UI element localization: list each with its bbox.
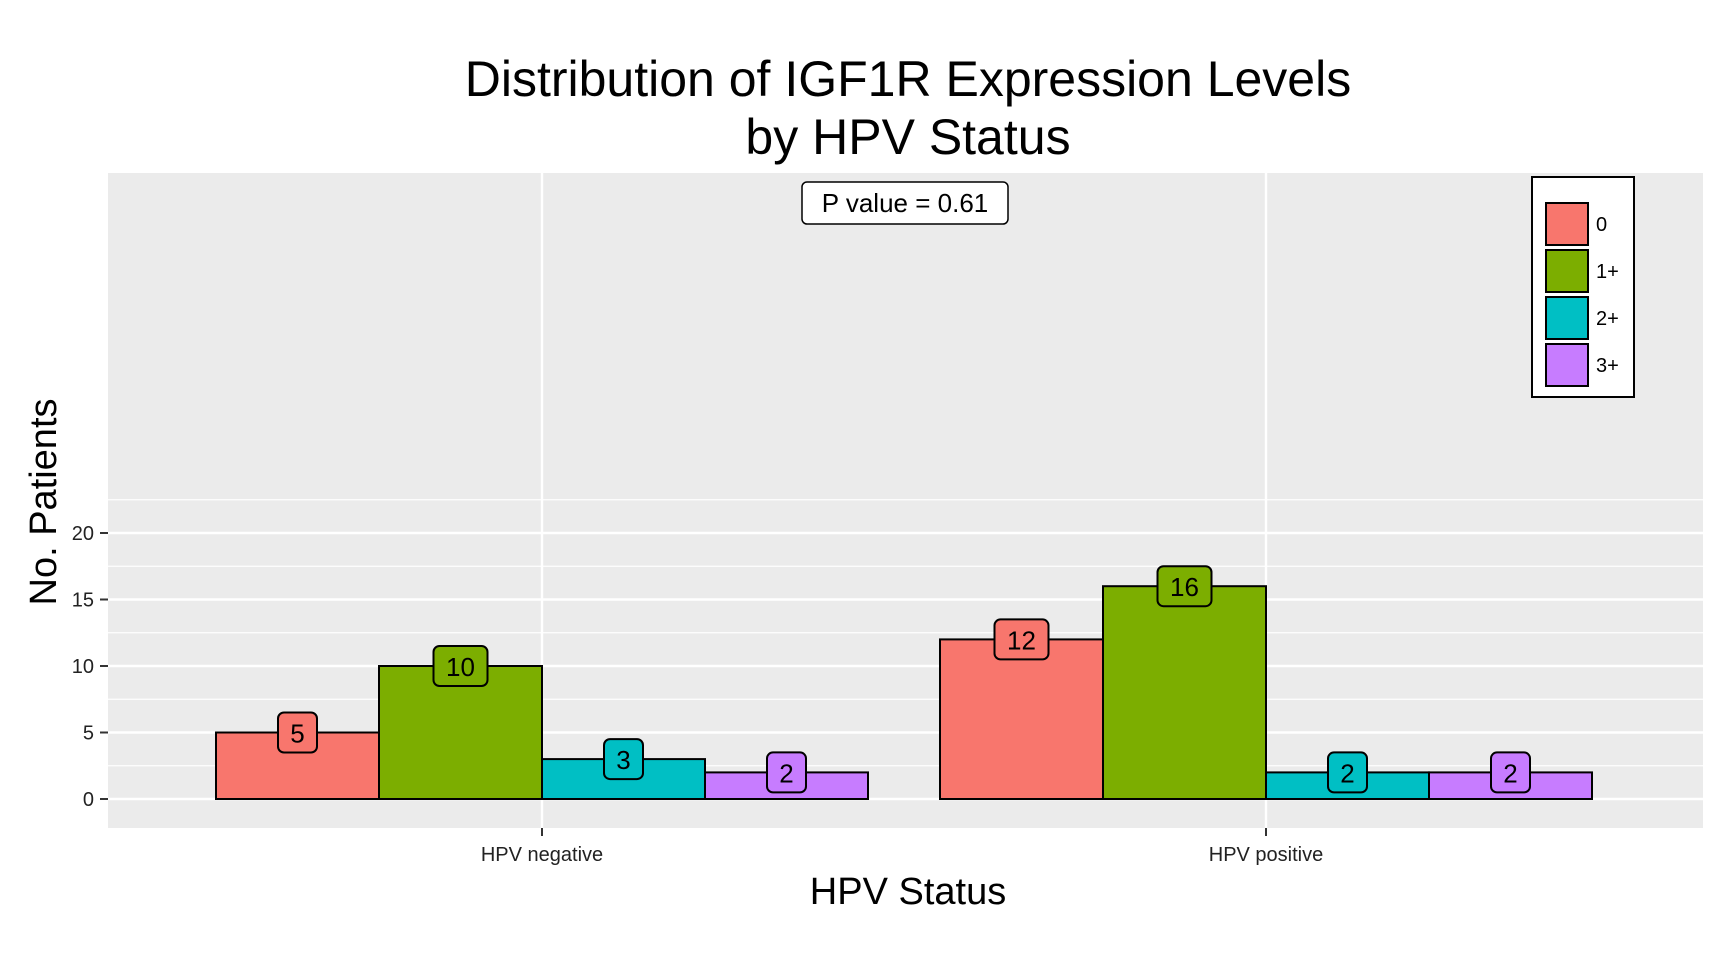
p-value-annotation: P value = 0.61 — [801, 181, 1009, 225]
bar-value-label: 2 — [1327, 751, 1368, 794]
bar-value-text: 16 — [1170, 572, 1199, 602]
legend-label: 1+ — [1596, 261, 1619, 283]
bars — [215, 585, 1593, 801]
legend-swatch — [1545, 343, 1589, 387]
bar-value-label-box — [1156, 565, 1213, 608]
bar-value-text: 2 — [1503, 758, 1517, 788]
x-tick-label: HPV positive — [1209, 844, 1324, 866]
p-value-text: P value = 0.61 — [822, 188, 989, 218]
y-tick-label: 15 — [72, 590, 94, 612]
legend-label: 3+ — [1596, 355, 1619, 377]
bar-value-label-box — [1327, 751, 1368, 794]
y-tick-label: 5 — [83, 723, 94, 745]
bar-value-label: 16 — [1156, 565, 1213, 608]
bar-value-label: 2 — [766, 751, 807, 794]
bar-value-label: 3 — [603, 738, 644, 781]
x-tick-label: HPV negative — [481, 844, 603, 866]
bar-value-label-box — [432, 645, 489, 687]
x-axis: HPV negative HPV positive — [481, 828, 1323, 866]
y-tick-label: 0 — [83, 789, 94, 811]
chart-title-line-2: by HPV Status — [745, 109, 1070, 165]
bar-value-label: 5 — [277, 711, 318, 754]
bar-value-label-box — [603, 738, 644, 781]
plot-panel — [108, 173, 1703, 828]
legend-swatch — [1545, 202, 1589, 246]
bar-value-label: 2 — [1490, 751, 1531, 794]
bar-labels: 5 10 3 2 12 16 2 2 — [277, 565, 1531, 794]
bar-value-text: 12 — [1007, 625, 1036, 655]
y-axis: 0 5 10 15 20 — [72, 523, 108, 811]
legend-item: 0 — [1545, 202, 1607, 246]
y-tick-label: 10 — [72, 656, 94, 678]
y-tick-label: 20 — [72, 523, 94, 545]
bar-value-text: 3 — [616, 745, 630, 775]
bar — [1102, 585, 1267, 801]
p-value-box — [801, 181, 1009, 225]
legend-label: 2+ — [1596, 308, 1619, 330]
bar-value-label-box — [277, 711, 318, 754]
legend-swatch — [1545, 296, 1589, 340]
bar-value-text: 2 — [1340, 758, 1354, 788]
legend: 0 1+ 2+ 3+ — [1531, 176, 1635, 398]
bar-value-text: 5 — [290, 719, 304, 749]
bar-value-text: 2 — [779, 758, 793, 788]
legend-item: 3+ — [1545, 343, 1619, 387]
bar-value-label: 12 — [993, 618, 1050, 661]
legend-item: 2+ — [1545, 296, 1619, 340]
minor-gridlines — [108, 499, 1703, 767]
x-axis-title: HPV Status — [810, 871, 1006, 913]
legend-swatch — [1545, 249, 1589, 293]
bar — [939, 638, 1104, 801]
y-axis-title: No. Patients — [23, 399, 65, 606]
bar-value-label: 10 — [432, 645, 489, 687]
legend-item: 1+ — [1545, 249, 1619, 293]
bar-value-text: 10 — [446, 652, 475, 682]
bar-value-label-box — [1490, 751, 1531, 794]
bar-value-label-box — [993, 618, 1050, 661]
bar-value-label-box — [766, 751, 807, 794]
legend-label: 0 — [1596, 214, 1607, 236]
chart-title-line-1: Distribution of IGF1R Expression Levels — [465, 51, 1351, 107]
